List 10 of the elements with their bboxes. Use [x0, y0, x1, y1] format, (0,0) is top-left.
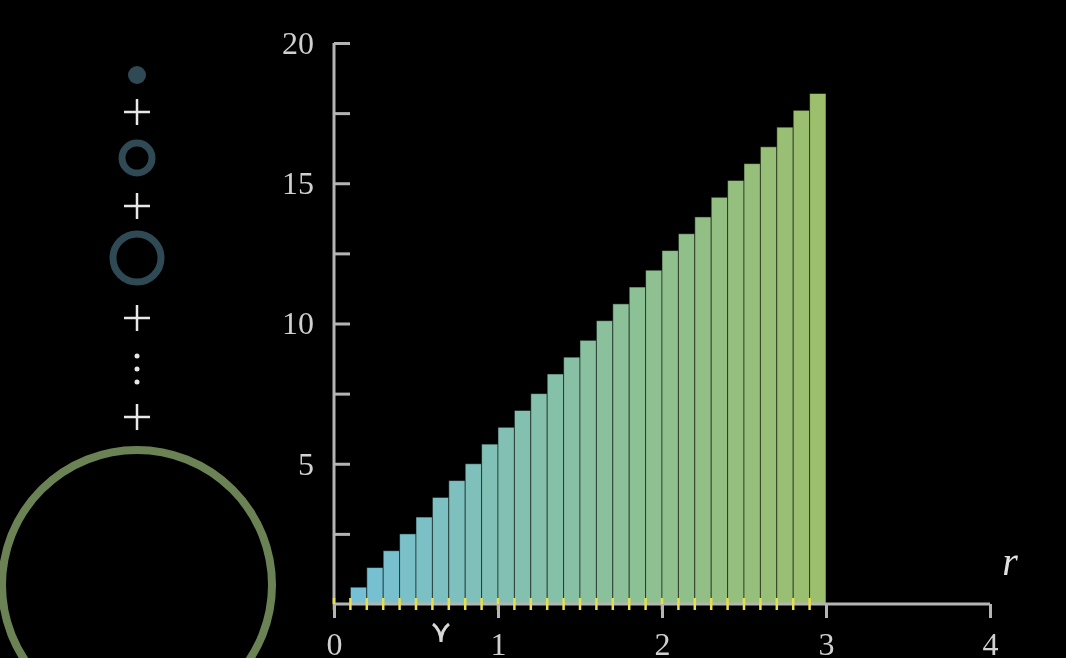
- x-axis-title: r: [1002, 539, 1019, 584]
- x-tick-label: 2: [654, 625, 671, 658]
- y-tick-label: 5: [298, 445, 314, 482]
- y-tick-label: 10: [282, 305, 314, 342]
- y-tick-label: 20: [282, 24, 314, 61]
- y-tick-label: 15: [282, 164, 314, 201]
- x-tick-label: 0: [326, 625, 343, 658]
- x-tick-label: 3: [818, 625, 835, 658]
- x-tick-label: 4: [982, 625, 999, 658]
- x-tick-label: 1: [490, 625, 507, 658]
